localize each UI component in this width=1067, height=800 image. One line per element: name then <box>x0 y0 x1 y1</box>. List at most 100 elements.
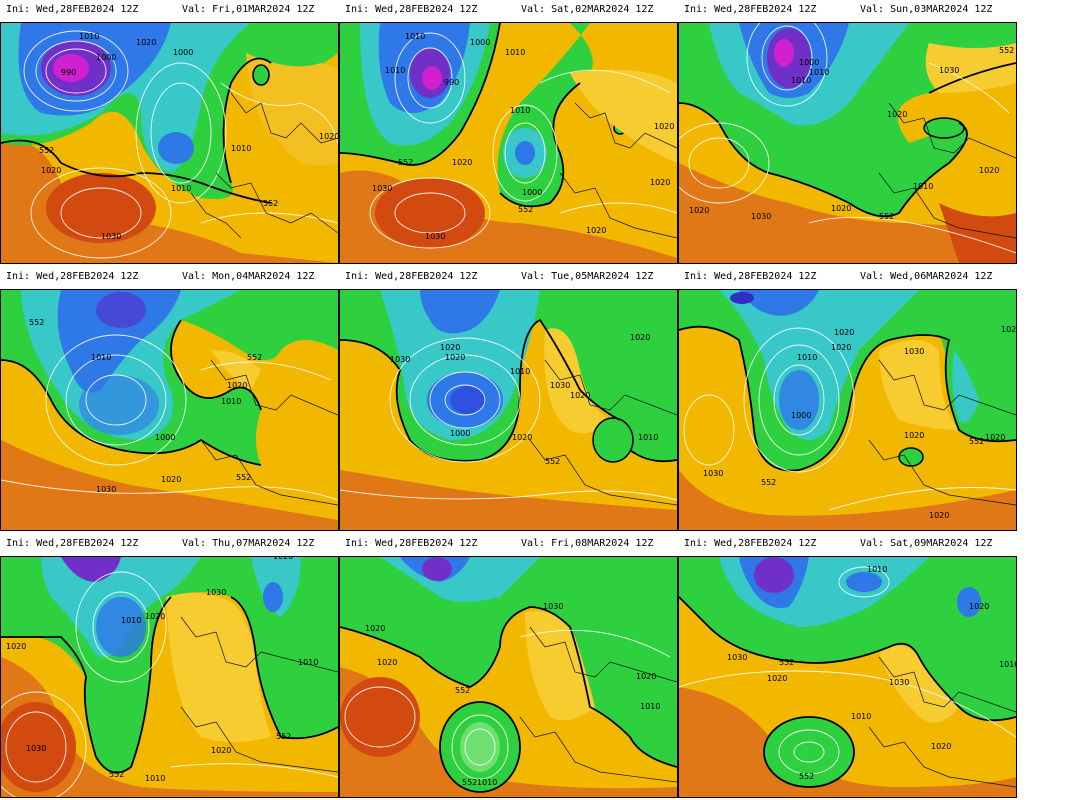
isobar-label: 1020 <box>689 206 709 215</box>
isobar-labels: 1010 1020 1000 1000 990 552 1020 1010 10… <box>39 32 338 241</box>
isobar-label: 1020 <box>319 132 338 141</box>
isobar-label: 1020 <box>630 333 650 342</box>
isobar-label: 552 <box>799 772 814 781</box>
valid-time: Val: Fri,08MAR2024 12Z <box>521 538 654 549</box>
valid-time: Val: Sun,03MAR2024 12Z <box>860 4 993 15</box>
isobar-label: 1010 <box>640 702 660 711</box>
isobar-label: 1020 <box>979 166 999 175</box>
isobar-label: 552 <box>398 158 413 167</box>
panel-header: Ini: Wed,28FEB2024 12Z Val: Fri,08MAR202… <box>339 534 678 554</box>
isobar-label: 552 <box>545 457 560 466</box>
map-graphic: 552 1010 552 1020 1010 1000 1020 552 103… <box>1 290 338 530</box>
isobar-label: 1010 <box>505 48 525 57</box>
panel-header: Ini: Wed,28FEB2024 12Z Val: Tue,05MAR202… <box>339 267 678 287</box>
isobar-labels: 1020 1030 1020 1010 1030 1020 1000 1020 … <box>390 333 658 466</box>
isobar-label: 1010 <box>797 353 817 362</box>
forecast-panel-9: Ini: Wed,28FEB2024 12Z Val: Sat,09MAR202… <box>678 534 1017 798</box>
init-time: Ini: Wed,28FEB2024 12Z <box>684 538 817 549</box>
map-graphic: 1020 1030 1020 1010 1030 1020 1000 1020 … <box>340 290 677 530</box>
isobar-label: 1020 <box>145 612 165 621</box>
isobar-label: 990 <box>61 68 76 77</box>
panel-header: Ini: Wed,28FEB2024 12Z Val: Thu,07MAR202… <box>0 534 339 554</box>
map-graphic: 552 1030 1000 1010 1010 1020 1020 1030 1… <box>679 23 1016 263</box>
isobar-label: 1020 <box>512 433 532 442</box>
isobar-label: 1020 <box>650 178 670 187</box>
isobar-label: 1010 <box>385 66 405 75</box>
isobar-label: 552 <box>761 478 776 487</box>
isobar-label: 1030 <box>425 232 445 241</box>
isobar-label: 1020 <box>273 557 293 561</box>
isobar-label: 1000 <box>155 433 175 442</box>
isobar-label: 1020 <box>931 742 951 751</box>
valid-time: Val: Fri,01MAR2024 12Z <box>182 4 315 15</box>
isobar-labels: 1030 1020 1020 552 1020 1010 552 1010 <box>365 602 660 787</box>
panel-header: Ini: Wed,28FEB2024 12Z Val: Sat,09MAR202… <box>678 534 1017 554</box>
forecast-panel-6: Ini: Wed,28FEB2024 12Z Val: Wed,06MAR202… <box>678 267 1017 531</box>
isobar-label: 1010 <box>999 660 1016 669</box>
init-time: Ini: Wed,28FEB2024 12Z <box>684 271 817 282</box>
isobar-label: 1020 <box>831 204 851 213</box>
isobar-label: 1010 <box>851 712 871 721</box>
isobar-label: 1030 <box>26 744 46 753</box>
panel-header: Ini: Wed,28FEB2024 12Z Val: Mon,04MAR202… <box>0 267 339 287</box>
forecast-panel-1: Ini: Wed,28FEB2024 12Z Val: Fri,01MAR202… <box>0 0 339 264</box>
isobar-label: 1020 <box>831 343 851 352</box>
isobar-label: 552 <box>518 205 533 214</box>
isobar-label: 1010 <box>91 353 111 362</box>
forecast-map: 1010 1020 1030 552 1020 1010 1030 1010 1… <box>678 556 1017 798</box>
isobar-label: 1030 <box>543 602 563 611</box>
isobar-label: 1010 <box>121 616 141 625</box>
isobar-label: 1010 <box>867 565 887 574</box>
valid-time: Val: Sat,09MAR2024 12Z <box>860 538 993 549</box>
valid-time: Val: Tue,05MAR2024 12Z <box>521 271 654 282</box>
forecast-panel-5: Ini: Wed,28FEB2024 12Z Val: Tue,05MAR202… <box>339 267 678 531</box>
isobar-label: 1020 <box>586 226 606 235</box>
isobar-label: 1000 <box>173 48 193 57</box>
forecast-map: 1020 1020 1010 1030 1000 1020 552 1030 5… <box>678 289 1017 531</box>
panel-header: Ini: Wed,28FEB2024 12Z Val: Sun,03MAR202… <box>678 0 1017 20</box>
isobar-label: 1030 <box>904 347 924 356</box>
isobar-label: 1020 <box>969 602 989 611</box>
isobar-label: 552 <box>999 46 1014 55</box>
isobar-label: 1030 <box>727 653 747 662</box>
init-time: Ini: Wed,28FEB2024 12Z <box>345 271 478 282</box>
isobar-label: 1010 <box>510 106 530 115</box>
isobar-label: 1030 <box>889 678 909 687</box>
isobar-label: 552 <box>455 686 470 695</box>
isobar-label: 1010 <box>638 433 658 442</box>
isobar-label: 1020 <box>440 343 460 352</box>
isobar-label: 1020 <box>834 328 854 337</box>
init-time: Ini: Wed,28FEB2024 12Z <box>684 4 817 15</box>
forecast-map: 552 1030 1000 1010 1010 1020 1020 1030 1… <box>678 22 1017 264</box>
isobar-label: 1030 <box>751 212 771 221</box>
forecast-map: 1020 1030 1010 1020 1020 1010 1030 552 1… <box>0 556 339 798</box>
isobar-label: 552 <box>969 437 984 446</box>
init-time: Ini: Wed,28FEB2024 12Z <box>6 271 139 282</box>
isobar-label: 552 <box>29 318 44 327</box>
forecast-map: 1010 990 1000 1010 1010 1010 552 1020 10… <box>339 22 678 264</box>
isobar-label: 1010 <box>298 658 318 667</box>
isobar-label: 552 <box>879 212 894 221</box>
isobar-label: 552 <box>39 146 54 155</box>
isobar-label: 552 <box>462 778 477 787</box>
isobar-label: 1020 <box>161 475 181 484</box>
isobar-label: 1020 <box>452 158 472 167</box>
isobar-label: 1020 <box>365 624 385 633</box>
isobar-label: 990 <box>444 78 459 87</box>
isobar-label: 1000 <box>799 58 819 67</box>
isobar-label: 1010 <box>477 778 497 787</box>
panel-header: Ini: Wed,28FEB2024 12Z Val: Wed,06MAR202… <box>678 267 1017 287</box>
isobar-label: 1030 <box>550 381 570 390</box>
forecast-panel-3: Ini: Wed,28FEB2024 12Z Val: Sun,03MAR202… <box>678 0 1017 264</box>
isobar-label: 1020 <box>887 110 907 119</box>
isobar-label: 1010 <box>171 184 191 193</box>
isobar-label: 1000 <box>470 38 490 47</box>
isobar-label: 1000 <box>96 53 116 62</box>
forecast-panel-2: Ini: Wed,28FEB2024 12Z Val: Sat,02MAR202… <box>339 0 678 264</box>
isobar-label: 552 <box>779 658 794 667</box>
forecast-map: 1020 1030 1020 1010 1030 1020 1000 1020 … <box>339 289 678 531</box>
isobar-label: 1030 <box>390 355 410 364</box>
isobar-label: 1010 <box>145 774 165 783</box>
isobar-label: 1030 <box>703 469 723 478</box>
isobar-label: 1000 <box>791 411 811 420</box>
